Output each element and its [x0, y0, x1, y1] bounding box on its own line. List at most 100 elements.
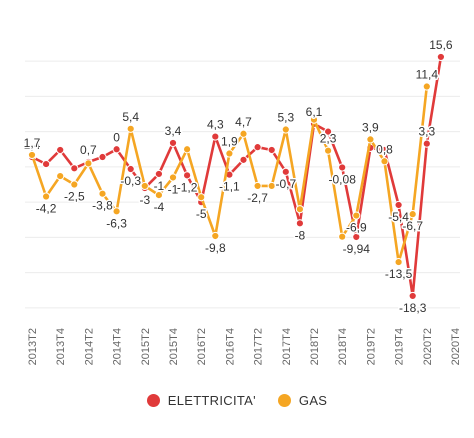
- data-label-gas: -4,2: [36, 202, 57, 216]
- data-point-elettricita: [267, 145, 276, 155]
- x-tick-label: 2016T2: [196, 328, 208, 365]
- x-tick-label: 2020T2: [422, 328, 434, 365]
- data-point-gas: [154, 191, 163, 200]
- data-label-elettricita: -3: [139, 193, 150, 207]
- data-point-elettricita: [56, 145, 65, 155]
- x-tick-label: 2015T2: [140, 328, 152, 365]
- data-label-gas: 5,4: [122, 110, 139, 124]
- data-point-gas: [197, 193, 206, 202]
- x-tick-label: 2013T2: [27, 328, 39, 365]
- data-label-elettricita: 0: [113, 130, 120, 144]
- data-label-elettricita: -8: [295, 228, 306, 242]
- x-tick-label: 2017T4: [281, 328, 293, 365]
- data-label-gas: -6,7: [402, 219, 423, 233]
- data-point-elettricita: [352, 232, 361, 242]
- data-label-elettricita: -1,1: [219, 180, 240, 194]
- data-labels: 1,4 0,7 0 -0,3 -3 -1 3,4 -1,2 -5 4,3 -1,1 -0,7 -8 6,1…: [22, 36, 454, 316]
- x-tick-label: 2020T4: [450, 328, 462, 365]
- series-points-elettricita: [27, 52, 445, 301]
- data-point-gas: [253, 181, 262, 191]
- data-label-gas: 1,7: [24, 136, 41, 150]
- data-point-gas: [183, 145, 192, 154]
- x-tick-label: 2014T4: [112, 328, 124, 365]
- data-label-elettricita: -18,3: [399, 301, 427, 315]
- legend-marker-gas: [277, 394, 291, 407]
- data-point-gas: [408, 210, 417, 219]
- data-point-gas: [56, 171, 65, 181]
- data-point-gas: [126, 124, 135, 133]
- data-point-gas: [225, 149, 234, 158]
- data-point-gas: [211, 231, 220, 241]
- data-point-elettricita: [98, 152, 107, 162]
- data-point-gas: [394, 257, 403, 267]
- data-point-elettricita: [380, 145, 389, 155]
- data-label-gas: 11,4: [416, 68, 439, 82]
- data-label-elettricita: 0,7: [80, 143, 97, 157]
- legend-item-gas[interactable]: GAS: [277, 393, 328, 408]
- x-tick-label: 2019T4: [394, 328, 406, 365]
- series-points-gas: [27, 82, 431, 267]
- x-tick-label: 2018T2: [309, 328, 321, 365]
- data-label-elettricita: -0,08: [329, 172, 357, 186]
- data-point-gas: [112, 207, 121, 216]
- data-label-gas: -9,8: [205, 241, 226, 255]
- data-label-elettricita: 6,1: [306, 105, 323, 119]
- legend-label-elettricita: ELETTRICITA': [167, 393, 256, 408]
- data-label-gas: 0,8: [376, 142, 393, 156]
- data-label-elettricita: -5: [196, 207, 207, 221]
- data-label-elettricita: 3,4: [165, 124, 182, 138]
- legend-label-gas: GAS: [298, 393, 328, 408]
- data-label-elettricita: 1,4: [24, 138, 41, 152]
- data-point-gas: [380, 157, 389, 166]
- data-point-gas: [422, 82, 431, 91]
- data-label-gas: 1,9: [221, 135, 238, 149]
- data-label-elettricita: -1,2: [177, 180, 198, 194]
- data-point-elettricita: [112, 145, 121, 154]
- data-point-elettricita: [239, 155, 248, 164]
- data-point-gas: [295, 205, 304, 214]
- data-point-elettricita: [126, 164, 135, 174]
- data-point-gas: [27, 150, 37, 160]
- data-label-gas: -2,7: [247, 191, 268, 205]
- data-label-gas: -6,3: [106, 216, 127, 230]
- data-point-gas: [338, 232, 347, 241]
- x-axis: 2013T2 2013T4 2014T2 2014T4 2015T2 2015T4 2016…: [27, 328, 462, 365]
- data-label-gas: -1: [168, 182, 179, 196]
- data-point-gas: [168, 173, 178, 182]
- data-label-gas: 3,9: [362, 120, 379, 134]
- data-point-gas: [366, 135, 375, 144]
- legend-marker-elettricita: [146, 394, 160, 407]
- legend: ELETTRICITA' GAS: [0, 393, 474, 408]
- data-label-gas: -3,8: [92, 199, 113, 213]
- data-point-elettricita: [70, 164, 79, 173]
- legend-item-elettricita[interactable]: ELETTRICITA': [146, 393, 256, 408]
- x-tick-label: 2015T4: [168, 328, 180, 365]
- data-label-elettricita: -1: [154, 179, 165, 193]
- x-tick-label: 2016T4: [224, 328, 236, 365]
- data-point-gas: [84, 159, 93, 168]
- data-point-elettricita: [42, 159, 51, 169]
- x-tick-label: 2018T4: [337, 328, 349, 365]
- data-point-gas: [267, 181, 276, 191]
- data-point-elettricita: [154, 169, 163, 179]
- data-point-gas: [309, 115, 319, 124]
- data-point-gas: [239, 129, 248, 138]
- data-label-elettricita: 15,6: [429, 38, 453, 52]
- data-point-elettricita: [211, 132, 220, 141]
- data-label-elettricita: -0,7: [275, 177, 296, 191]
- data-point-gas: [98, 189, 107, 198]
- data-point-elettricita: [324, 127, 333, 136]
- data-label-gas: 5,3: [277, 111, 294, 125]
- data-point-gas: [324, 146, 333, 155]
- data-point-gas: [281, 125, 290, 134]
- data-point-gas: [70, 180, 79, 189]
- x-tick-label: 2017T2: [253, 328, 265, 365]
- data-point-elettricita: [422, 139, 431, 148]
- data-label-elettricita: -0,3: [120, 174, 141, 188]
- data-point-elettricita: [168, 138, 178, 148]
- data-label-elettricita: 3,3: [418, 125, 435, 139]
- data-label-elettricita: -5,4: [388, 210, 409, 224]
- data-label-gas: -4: [154, 200, 165, 214]
